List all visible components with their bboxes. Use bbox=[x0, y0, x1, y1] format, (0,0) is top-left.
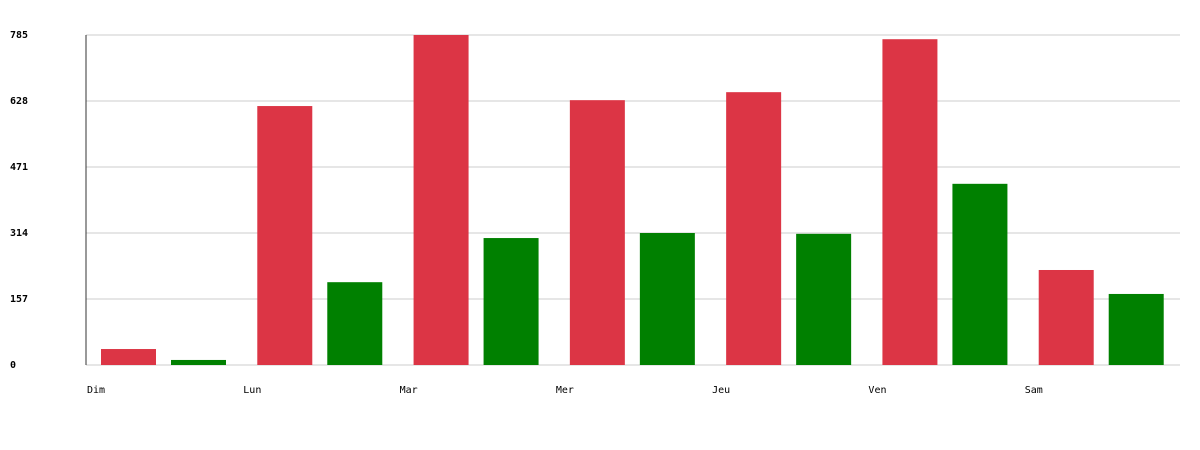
x-tick-label: Jeu bbox=[712, 385, 730, 396]
y-tick-label: 0 bbox=[10, 360, 16, 371]
bar bbox=[483, 238, 539, 365]
x-tick-label: Ven bbox=[868, 385, 886, 396]
y-tick-label: 314 bbox=[10, 228, 28, 239]
x-tick-label: Mer bbox=[556, 385, 574, 396]
bar bbox=[257, 106, 313, 365]
bar bbox=[101, 349, 156, 365]
y-tick-label: 471 bbox=[10, 162, 28, 173]
bar bbox=[796, 233, 852, 365]
bar bbox=[1038, 269, 1094, 365]
y-tick-label: 157 bbox=[10, 294, 28, 305]
y-tick-label: 628 bbox=[10, 96, 28, 107]
bar bbox=[639, 233, 695, 365]
bar bbox=[882, 39, 938, 365]
x-tick-label: Lun bbox=[243, 385, 261, 396]
x-tick-label: Sam bbox=[1025, 385, 1043, 396]
bar bbox=[171, 359, 226, 365]
bar bbox=[1108, 293, 1164, 365]
bar bbox=[569, 100, 625, 365]
bar bbox=[413, 35, 469, 365]
bar bbox=[327, 282, 383, 365]
bar bbox=[952, 183, 1008, 365]
bar bbox=[726, 92, 782, 366]
x-tick-label: Mar bbox=[400, 385, 418, 396]
x-tick-label: Dim bbox=[87, 385, 105, 396]
y-tick-label: 785 bbox=[10, 30, 28, 41]
